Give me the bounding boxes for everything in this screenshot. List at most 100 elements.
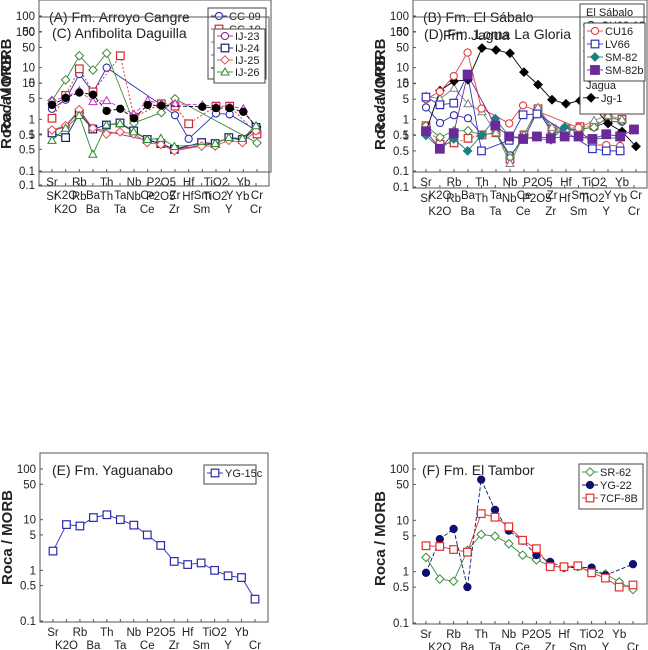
x-tick-label: Zr — [545, 206, 556, 218]
x-tick-label: Ce — [140, 204, 155, 216]
x-tick-label: Ta — [114, 204, 127, 216]
x-tick-label: Ba — [86, 204, 101, 216]
y-tick-label: 0.5 — [393, 582, 409, 594]
y-tick-label: 1 — [29, 129, 35, 141]
y-axis-label: Roca / MORB — [372, 491, 389, 586]
y-tick-label: 0.5 — [393, 130, 409, 142]
plot-frame — [38, 16, 270, 187]
y-tick-label: 0.5 — [19, 144, 35, 156]
data-point — [476, 529, 487, 540]
legend-marker — [220, 31, 230, 41]
y-tick-label: 50 — [396, 43, 409, 55]
data-point — [250, 594, 260, 604]
x-tick-label: Yb — [615, 177, 629, 189]
data-point — [449, 83, 459, 92]
data-point — [518, 134, 528, 144]
data-point — [477, 475, 486, 484]
y-tick-label: 5 — [29, 78, 35, 90]
data-point — [102, 106, 111, 116]
x-tick-label: K2O — [54, 204, 77, 216]
data-point — [573, 131, 584, 142]
y-tick-label: 0.1 — [19, 180, 35, 192]
data-point — [157, 101, 166, 110]
y-tick-label: 0.1 — [20, 616, 36, 628]
data-point — [169, 141, 180, 150]
x-tick-label: TiO2 — [582, 177, 607, 189]
x-tick-label: Ba — [460, 642, 475, 650]
x-tick-label: Ce — [517, 190, 532, 202]
y-tick-label: 5 — [29, 93, 35, 105]
data-point — [210, 138, 221, 148]
data-point — [601, 129, 612, 140]
data-point — [88, 513, 98, 522]
y-tick-label: 10 — [23, 515, 36, 527]
chart-title: (D) Fm. Loma La Gloria — [424, 26, 571, 42]
data-point — [115, 118, 125, 128]
series-line — [425, 47, 637, 147]
x-tick-label: Sm — [570, 206, 587, 218]
data-point — [615, 146, 625, 156]
data-point — [435, 100, 445, 110]
data-point — [463, 48, 472, 57]
data-point — [463, 547, 472, 557]
plot-frame — [412, 452, 648, 625]
x-tick-label: Y — [225, 204, 233, 216]
data-point — [589, 122, 599, 133]
data-point — [490, 505, 500, 515]
data-point — [531, 544, 541, 554]
y-axis-label: Roca / MORB — [0, 490, 16, 585]
data-point — [129, 520, 139, 530]
plot-frame — [412, 16, 648, 189]
x-tick-label: Yb — [235, 191, 249, 203]
x-tick-label: Sm — [193, 204, 210, 216]
x-tick-label: Th — [475, 177, 488, 189]
data-point — [463, 125, 473, 136]
data-point — [252, 137, 262, 148]
x-tick-label: Sm — [194, 190, 211, 202]
legend-marker — [586, 92, 596, 103]
y-tick-label: 100 — [16, 27, 35, 39]
data-point — [547, 122, 557, 131]
x-tick-label: Hf — [560, 177, 572, 189]
x-tick-label: Nb — [126, 627, 141, 639]
y-axis-label: Roca / MORB — [372, 38, 389, 133]
data-point — [547, 94, 557, 105]
y-tick-label: 100 — [390, 464, 409, 476]
x-tick-label: K2O — [428, 206, 451, 218]
data-point — [449, 98, 459, 108]
data-point — [128, 126, 139, 136]
data-point — [421, 552, 431, 563]
y-tick-label: 50 — [22, 27, 35, 39]
x-tick-label: Cr — [628, 206, 640, 218]
y-axis-label: Roca / MORB — [372, 55, 389, 150]
data-point — [47, 135, 57, 144]
chart-panel-e: 100 50 10 5 1 0.5 0.1 SrK2ORbBaThTaNbCeP2O5ZrHf… — [0, 452, 269, 650]
x-tick-label: Th — [475, 193, 488, 205]
y-axis-label: Roca / MORB — [0, 54, 15, 149]
data-point — [448, 128, 459, 139]
x-tick-label: Hf — [182, 627, 194, 639]
data-point — [237, 133, 248, 142]
data-point — [101, 129, 112, 139]
series-cc-11 — [47, 48, 262, 148]
x-tick-label: Y — [602, 642, 610, 650]
legend-label: SM-82b — [605, 65, 644, 77]
legend-marker — [585, 467, 595, 477]
data-point — [545, 133, 556, 144]
data-point — [533, 79, 543, 90]
y-tick-label: 100 — [16, 11, 35, 23]
data-point — [421, 92, 431, 102]
data-point — [87, 123, 98, 134]
legend-marker — [220, 66, 230, 76]
legend-marker — [214, 11, 224, 21]
y-tick-label: 1 — [403, 114, 409, 126]
data-point — [75, 88, 84, 97]
data-point — [561, 98, 571, 109]
x-tick-label: Rb — [446, 193, 461, 205]
series-fc-1b — [47, 88, 262, 132]
data-point — [101, 48, 112, 59]
data-point — [60, 74, 71, 85]
data-point — [601, 146, 611, 156]
